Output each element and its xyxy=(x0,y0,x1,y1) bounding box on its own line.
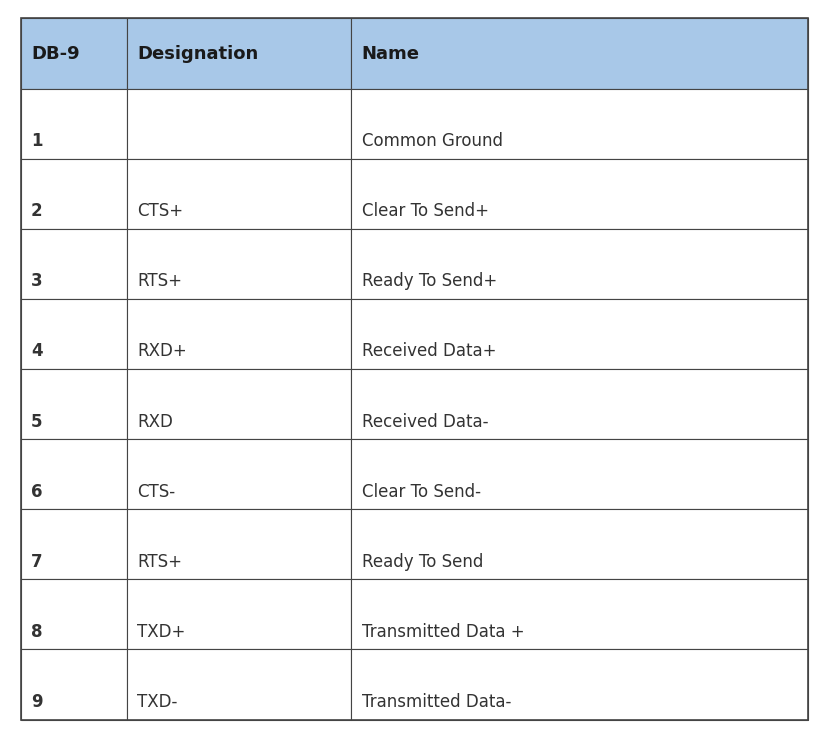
Bar xyxy=(351,18,807,89)
Bar xyxy=(127,579,351,649)
Bar xyxy=(351,509,807,579)
Text: Transmitted Data +: Transmitted Data + xyxy=(361,623,524,641)
Text: Clear To Send+: Clear To Send+ xyxy=(361,202,489,220)
Text: Received Data+: Received Data+ xyxy=(361,342,496,360)
Bar xyxy=(351,89,807,159)
Bar xyxy=(127,369,351,439)
Text: 6: 6 xyxy=(31,483,42,500)
Bar xyxy=(351,159,807,229)
Text: 7: 7 xyxy=(31,553,42,570)
Bar xyxy=(21,229,127,299)
Bar xyxy=(127,439,351,509)
Bar xyxy=(21,18,127,89)
Text: 9: 9 xyxy=(31,693,42,711)
Text: RXD+: RXD+ xyxy=(137,342,187,360)
Text: Transmitted Data-: Transmitted Data- xyxy=(361,693,511,711)
Text: TXD+: TXD+ xyxy=(137,623,185,641)
Text: RTS+: RTS+ xyxy=(137,553,182,570)
Bar xyxy=(21,579,127,649)
Bar xyxy=(351,439,807,509)
Bar xyxy=(351,579,807,649)
Text: 5: 5 xyxy=(31,413,42,430)
Bar xyxy=(21,649,127,720)
Text: 2: 2 xyxy=(31,202,42,220)
Bar xyxy=(21,369,127,439)
Bar xyxy=(351,649,807,720)
Text: 4: 4 xyxy=(31,342,42,360)
Bar xyxy=(21,509,127,579)
Bar xyxy=(351,229,807,299)
Bar xyxy=(127,649,351,720)
Text: 1: 1 xyxy=(31,132,42,150)
Bar xyxy=(21,159,127,229)
Text: CTS+: CTS+ xyxy=(137,202,183,220)
Text: RTS+: RTS+ xyxy=(137,272,182,290)
Bar xyxy=(127,159,351,229)
Bar xyxy=(127,229,351,299)
Bar xyxy=(127,89,351,159)
Bar xyxy=(351,299,807,369)
Text: CTS-: CTS- xyxy=(137,483,176,500)
Text: Received Data-: Received Data- xyxy=(361,413,488,430)
Bar xyxy=(21,439,127,509)
Text: Ready To Send+: Ready To Send+ xyxy=(361,272,496,290)
Text: DB-9: DB-9 xyxy=(31,44,79,63)
Bar xyxy=(21,299,127,369)
Text: Ready To Send: Ready To Send xyxy=(361,553,483,570)
Text: Common Ground: Common Ground xyxy=(361,132,502,150)
Text: RXD: RXD xyxy=(137,413,173,430)
Text: 8: 8 xyxy=(31,623,42,641)
Text: Clear To Send-: Clear To Send- xyxy=(361,483,480,500)
Text: Designation: Designation xyxy=(137,44,258,63)
Text: 3: 3 xyxy=(31,272,42,290)
Text: TXD-: TXD- xyxy=(137,693,177,711)
Bar xyxy=(21,89,127,159)
Bar xyxy=(351,369,807,439)
Bar xyxy=(127,509,351,579)
Text: Name: Name xyxy=(361,44,419,63)
Bar xyxy=(127,18,351,89)
Bar xyxy=(127,299,351,369)
